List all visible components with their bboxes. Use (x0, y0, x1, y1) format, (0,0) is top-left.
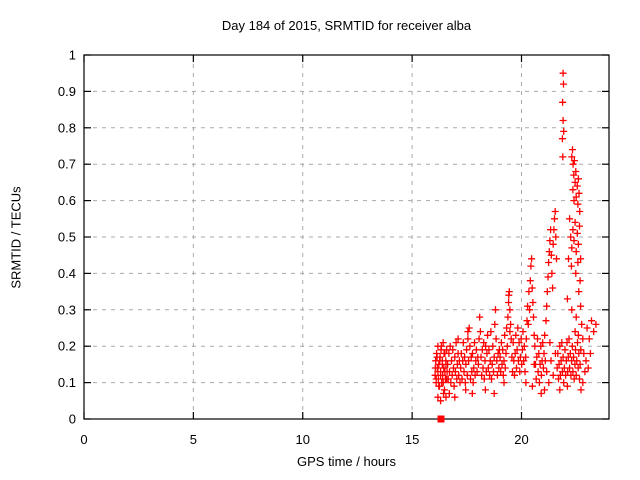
x-tick-label: 10 (296, 432, 310, 447)
y-tick-label: 0.6 (58, 193, 76, 208)
y-tick-label: 0.2 (58, 339, 76, 354)
y-tick-label: 0 (69, 412, 76, 427)
y-tick-label: 0.4 (58, 266, 76, 281)
y-tick-label: 0.7 (58, 157, 76, 172)
x-tick-label: 0 (80, 432, 87, 447)
y-tick-label: 0.5 (58, 230, 76, 245)
chart-title: Day 184 of 2015, SRMTID for receiver alb… (221, 18, 472, 33)
y-tick-label: 0.3 (58, 302, 76, 317)
x-axis-label: GPS time / hours (297, 454, 396, 469)
y-tick-label: 0.1 (58, 375, 76, 390)
x-tick-label: 15 (405, 432, 419, 447)
plot-border (83, 54, 610, 420)
x-tick-label: 20 (514, 432, 528, 447)
y-tick-label: 0.9 (58, 84, 76, 99)
square-marker-start-marker (437, 415, 445, 423)
y-tick-label: 0.8 (58, 120, 76, 135)
scatter-series-SRMTID (431, 69, 600, 405)
tick-labels: 0 5 10 15 20 0 0.1 0.2 0.3 0.4 0.5 0.6 0.7 0.8 0.9 1 (58, 48, 529, 448)
gridlines (84, 55, 609, 419)
x-tick-label: 5 (190, 432, 197, 447)
y-tick-label: 1 (69, 48, 76, 63)
